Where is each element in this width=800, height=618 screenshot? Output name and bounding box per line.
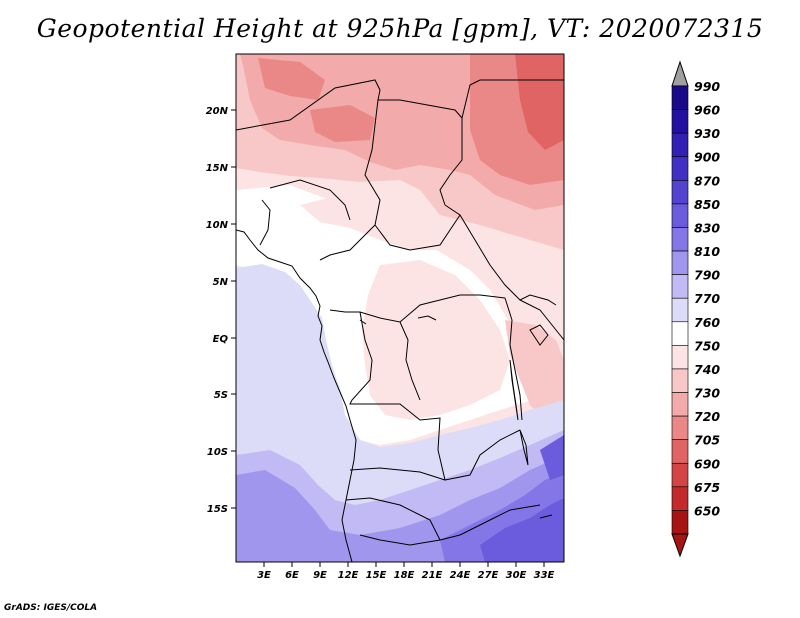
- colorbar-label: 650: [694, 503, 720, 518]
- colorbar-label: 790: [694, 268, 720, 283]
- lat-tick-label: 15N: [206, 163, 229, 174]
- lon-tick-label: 18E: [394, 570, 415, 581]
- colorbar-swatch: [671, 510, 689, 535]
- lat-axis: 20N 15N 10N 5N EQ 5S 10S 15S: [206, 106, 236, 515]
- colorbar-swatch: [671, 368, 689, 393]
- field-740-east: [505, 320, 564, 420]
- colorbar-swatch: [671, 109, 689, 134]
- colorbar-label: 990: [694, 79, 720, 94]
- colorbar-swatch: [671, 227, 689, 252]
- field-750-interior: [362, 260, 510, 420]
- border-lines: [236, 79, 564, 546]
- colorbar-label: 870: [694, 173, 720, 188]
- grads-credit: GrADS: IGES/COLA: [4, 603, 98, 613]
- colorbar-swatch: [671, 156, 689, 181]
- colorbar-label: 690: [694, 456, 720, 471]
- colorbar-label: 900: [694, 150, 720, 165]
- colorbar-label: 760: [694, 315, 720, 330]
- lon-tick-label: 30E: [506, 570, 527, 581]
- lake-shapes: [359, 315, 553, 519]
- field-750-northcentral: [300, 195, 460, 250]
- colorbar-swatch: [671, 203, 689, 228]
- field-720-north-center: [310, 105, 375, 142]
- lat-tick-label: 10S: [207, 447, 228, 458]
- lat-tick-label: 15S: [207, 504, 228, 515]
- lat-tick-label: 20N: [206, 106, 229, 117]
- colorbar-label: 720: [694, 409, 720, 424]
- colorbar-swatch: [671, 132, 689, 158]
- lon-tick-label: 6E: [285, 570, 299, 581]
- colorbar-swatch: [671, 85, 689, 110]
- colorbar-swatch: [671, 415, 689, 440]
- colorbar-swatch: [671, 486, 689, 511]
- colorbar-swatch: [671, 250, 689, 275]
- lat-tick-label: 5S: [214, 390, 228, 401]
- lon-tick-label: 12E: [338, 570, 359, 581]
- boundaries: [236, 79, 564, 562]
- field-705-north: [515, 54, 564, 150]
- lon-tick-label: 21E: [422, 570, 443, 581]
- colorbar-swatch: [671, 392, 689, 417]
- colorbar-label: 675: [694, 480, 720, 495]
- colorbar-swatch: [671, 297, 689, 323]
- colorbar-top-arrow: [671, 60, 689, 87]
- map-frame: [235, 53, 565, 563]
- colorbar-swatch: [671, 321, 689, 346]
- lon-tick-label: 3E: [257, 570, 271, 581]
- lon-axis: 3E 6E 9E 12E 15E 18E 21E 24E 27E 30E 33E: [257, 562, 555, 581]
- lon-tick-label: 9E: [313, 570, 327, 581]
- colorbar-swatch: [671, 345, 689, 370]
- field-850: [480, 498, 564, 562]
- colorbar-label: 960: [694, 103, 720, 118]
- colorbar-label: 810: [694, 244, 720, 259]
- lat-tick-label: EQ: [213, 334, 229, 345]
- colorbar-swatch: [671, 180, 689, 205]
- lat-tick-label: 10N: [206, 220, 229, 231]
- lat-tick-label: 5N: [213, 277, 229, 288]
- lon-tick-label: 24E: [450, 570, 471, 581]
- lon-tick-label: 15E: [366, 570, 387, 581]
- map-title: Geopotential Height at 925hPa [gpm], VT:…: [36, 14, 764, 43]
- lon-tick-label: 33E: [534, 570, 555, 581]
- colorbar-label: 770: [694, 291, 720, 306]
- field-720-north-west: [258, 58, 325, 100]
- colorbar-label: 705: [694, 433, 720, 448]
- coastline: [236, 229, 357, 562]
- colorbar-label: 750: [694, 338, 720, 353]
- colorbar-label: 740: [694, 362, 720, 377]
- field-850-east: [540, 435, 564, 480]
- colorbar-label: 930: [694, 126, 720, 141]
- lon-tick-label: 27E: [478, 570, 499, 581]
- colorbar-swatch: [671, 274, 689, 299]
- colorbar: 990 960 930 900 870 850 830 810 790 770 760 750 740 7…: [671, 60, 720, 558]
- colorbar-swatch: [671, 439, 689, 464]
- colorbar-label: 730: [694, 386, 720, 401]
- colorbar-bottom-arrow: [671, 533, 689, 558]
- colorbar-label: 850: [694, 197, 720, 212]
- colorbar-swatch: [671, 462, 689, 488]
- height-field: [236, 54, 564, 562]
- colorbar-label: 830: [694, 220, 720, 235]
